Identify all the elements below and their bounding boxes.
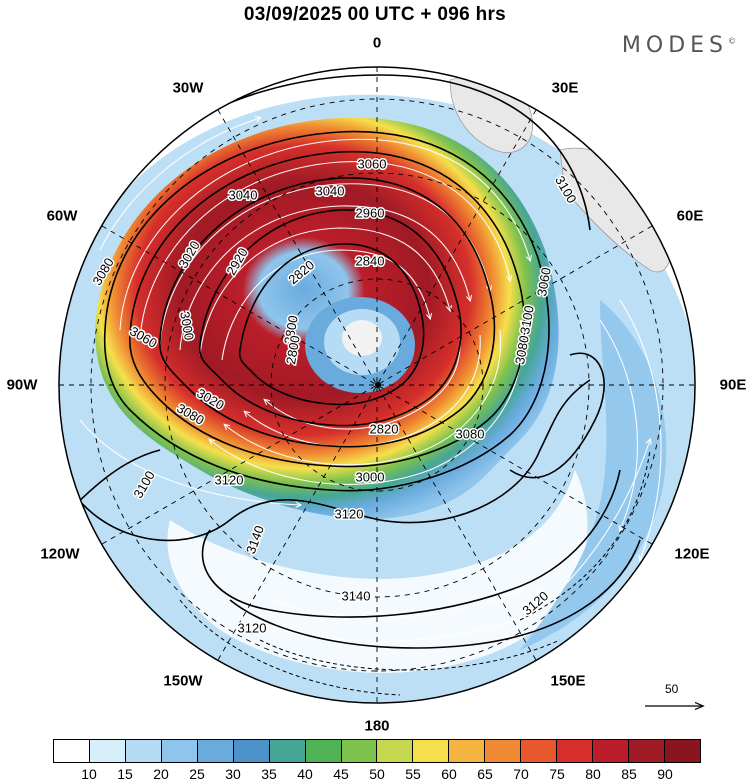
colorbar-swatch <box>377 740 414 762</box>
lon-label-60w: 60W <box>46 207 78 225</box>
colorbar-tick-label: 45 <box>333 766 349 782</box>
lon-label-0: 0 <box>372 34 382 52</box>
contour-label: 3040 <box>316 183 345 198</box>
colorbar-swatch <box>593 740 629 762</box>
colorbar-tick-label: 25 <box>189 766 205 782</box>
colorbar-swatch <box>89 740 126 762</box>
modes-logo: MODES© <box>622 33 736 58</box>
colorbar-tick-label: 50 <box>369 766 385 782</box>
colorbar-tick-label: 90 <box>657 766 673 782</box>
colorbar-tick-label: 60 <box>441 766 457 782</box>
wind-speed-colorbar <box>53 739 701 763</box>
colorbar-tick-label: 70 <box>513 766 529 782</box>
contour-label: 2820 <box>370 421 399 436</box>
colorbar-swatch <box>485 740 522 762</box>
contour-label: 3080 <box>512 334 532 365</box>
colorbar-swatch <box>413 740 450 762</box>
map-boundary <box>58 66 696 704</box>
lon-label-180: 180 <box>364 717 390 735</box>
lon-label-90w: 90W <box>6 376 38 394</box>
contour-label: 2840 <box>356 253 385 268</box>
colorbar-swatch <box>161 740 198 762</box>
forecast-title: 03/09/2025 00 UTC + 096 hrs <box>243 4 507 25</box>
lon-label-30w: 30W <box>172 79 204 97</box>
colorbar-swatch <box>54 740 90 762</box>
colorbar-tick-label: 15 <box>117 766 133 782</box>
contour-label: 3000 <box>356 469 385 484</box>
contour-label: 3060 <box>534 266 554 297</box>
colorbar-swatch <box>197 740 234 762</box>
contour-label: 3060 <box>358 156 387 171</box>
colorbar-swatch <box>664 740 700 762</box>
contour-label: 3120 <box>215 472 244 487</box>
colorbar-tick-label: 85 <box>621 766 637 782</box>
lon-label-150w: 150W <box>163 672 203 690</box>
colorbar-tick-label: 40 <box>297 766 313 782</box>
colorbar-swatch <box>125 740 162 762</box>
colorbar-tick-label: 80 <box>585 766 601 782</box>
contour-label: 2800 <box>281 314 301 345</box>
lon-label-60e: 60E <box>676 207 704 225</box>
colorbar-swatch <box>305 740 342 762</box>
contour-label: 2960 <box>356 205 385 220</box>
colorbar-tick-label: 20 <box>153 766 169 782</box>
contour-label: 3140 <box>342 588 371 603</box>
colorbar-tick-label: 35 <box>261 766 277 782</box>
lon-label-120e: 120E <box>674 545 710 563</box>
lon-label-150e: 150E <box>550 672 586 690</box>
streamlines <box>79 118 662 642</box>
map-field <box>59 67 695 703</box>
contour-label: 3120 <box>335 506 364 521</box>
inner-white-gap <box>167 470 588 673</box>
reference-vector-value: 50 <box>665 682 679 696</box>
colorbar-swatch <box>449 740 486 762</box>
copyright-mark: © <box>728 36 736 46</box>
colorbar-swatch <box>521 740 558 762</box>
dashed-contours <box>179 449 651 696</box>
colorbar-tick-label: 30 <box>225 766 241 782</box>
colorbar-swatch <box>557 740 594 762</box>
brand-text: MODES <box>621 33 728 58</box>
colorbar-swatch <box>233 740 270 762</box>
contour-label: 3040 <box>229 187 258 202</box>
colorbar-swatch <box>341 740 378 762</box>
colorbar-tick-label: 65 <box>477 766 493 782</box>
lon-label-90e: 90E <box>719 376 747 394</box>
colorbar-tick-label: 75 <box>549 766 565 782</box>
graticule <box>59 67 695 703</box>
colorbar-tick-label: 10 <box>81 766 97 782</box>
contour-label: 3120 <box>238 620 267 635</box>
colorbar-tick-label: 55 <box>405 766 421 782</box>
lon-label-120w: 120W <box>40 545 80 563</box>
colorbar-swatch <box>269 740 306 762</box>
contour-label: 2800 <box>283 334 303 365</box>
contour-label: 3080 <box>456 426 485 441</box>
contour-label: 3100 <box>517 304 537 335</box>
colorbar-swatch <box>629 740 665 762</box>
contour-label: 3000 <box>177 310 197 341</box>
lon-label-30e: 30E <box>551 79 579 97</box>
